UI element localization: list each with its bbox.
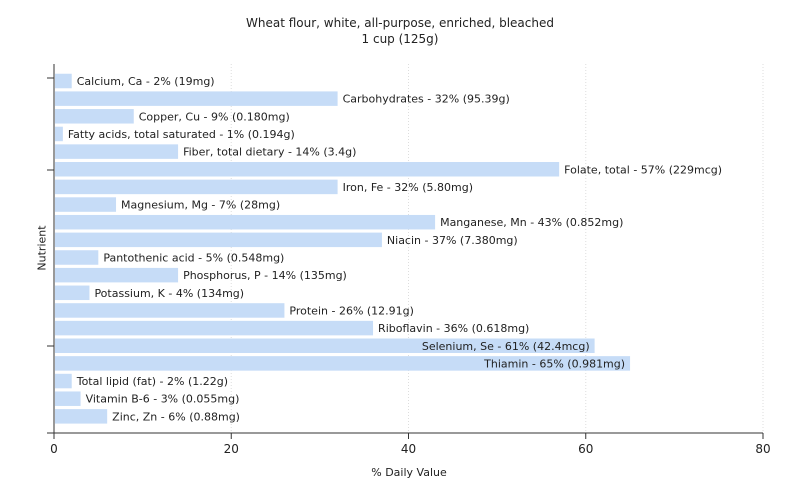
- bar-label: Fatty acids, total saturated - 1% (0.194…: [68, 128, 295, 141]
- bar-label: Zinc, Zn - 6% (0.88mg): [112, 410, 240, 423]
- bar-label: Folate, total - 57% (229mcg): [564, 163, 722, 176]
- bar: [55, 179, 338, 195]
- x-axis-label: % Daily Value: [371, 466, 447, 479]
- x-tick-label: 20: [224, 442, 239, 456]
- bar-label: Selenium, Se - 61% (42.4mcg): [422, 340, 590, 353]
- bar: [55, 285, 90, 301]
- bar-label: Niacin - 37% (7.380mg): [387, 234, 518, 247]
- x-tick-label: 0: [50, 442, 58, 456]
- bar: [55, 91, 338, 106]
- bar: [55, 197, 117, 212]
- bar: [55, 126, 63, 142]
- chart-subtitle: 1 cup (125g): [361, 32, 439, 46]
- bar-label: Pantothenic acid - 5% (0.548mg): [103, 252, 284, 265]
- bar-label: Copper, Cu - 9% (0.180mg): [139, 110, 290, 123]
- x-tick-label: 80: [755, 442, 770, 456]
- bar-label: Protein - 26% (12.91g): [289, 304, 414, 317]
- bar: [55, 356, 631, 371]
- bar: [55, 303, 285, 318]
- bar: [55, 214, 436, 230]
- chart-title: Wheat flour, white, all-purpose, enriche…: [246, 16, 554, 30]
- x-tick-label: 60: [578, 442, 593, 456]
- bar: [55, 267, 179, 283]
- bar: [55, 373, 72, 389]
- bar-label: Manganese, Mn - 43% (0.852mg): [440, 216, 623, 229]
- bar-label: Iron, Fe - 32% (5.80mg): [343, 181, 473, 194]
- bar-label: Thiamin - 65% (0.981mg): [483, 357, 625, 370]
- bar: [55, 320, 374, 336]
- bar: [55, 391, 81, 406]
- bar-label: Carbohydrates - 32% (95.39g): [343, 93, 510, 106]
- bar-label: Total lipid (fat) - 2% (1.22g): [76, 375, 228, 388]
- bar: [55, 73, 72, 89]
- bar: [55, 109, 134, 124]
- bar-label: Magnesium, Mg - 7% (28mg): [121, 199, 280, 212]
- bar: [55, 144, 179, 159]
- bar-label: Phosphorus, P - 14% (135mg): [183, 269, 347, 282]
- bar: [55, 162, 560, 177]
- bar-label: Vitamin B-6 - 3% (0.055mg): [86, 393, 240, 406]
- bar-label: Potassium, K - 4% (134mg): [94, 287, 244, 300]
- bar-label: Riboflavin - 36% (0.618mg): [378, 322, 529, 335]
- bar: [55, 232, 382, 248]
- bar: [55, 338, 595, 353]
- bar: [55, 409, 108, 424]
- bar-label: Fiber, total dietary - 14% (3.4g): [183, 146, 356, 159]
- bar: [55, 250, 99, 265]
- x-tick-label: 40: [401, 442, 416, 456]
- bar-label: Calcium, Ca - 2% (19mg): [77, 75, 215, 88]
